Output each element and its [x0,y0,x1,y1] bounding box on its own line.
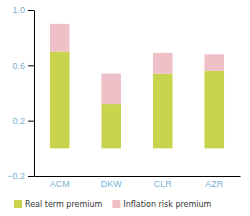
y-tick: −0.2 [7,171,34,181]
y-tick-mark [28,121,34,122]
x-tick: ACM [50,179,70,189]
legend-label: Real term premium [25,200,103,209]
y-tick-mark [28,65,34,66]
series [50,52,224,149]
y-tick-label: 1.0 [12,5,25,15]
x-tick: AZR [205,179,224,189]
y-axis: −0.2 0.2 0.6 1.0 [7,5,34,181]
legend-swatch [14,200,22,208]
bar [101,104,121,148]
y-tick-label: −0.2 [7,171,25,181]
x-tick: CLR [154,179,173,189]
legend-swatch [112,200,120,208]
y-tick-label: 0.6 [12,61,25,71]
y-tick-mark [28,176,34,177]
bar [50,52,70,149]
series [50,24,224,104]
bar [204,54,224,71]
x-tick-label: ACM [50,179,70,189]
bar [153,53,173,74]
legend-item: Real term premium [14,200,103,209]
x-tick-label: AZR [205,179,224,189]
bars [50,24,224,149]
y-axis-line [34,11,35,177]
y-tick: 0.6 [12,61,34,71]
y-tick-mark [28,10,34,11]
x-axis: ACM DKW CLR AZR [35,177,241,190]
y-tick: 0.2 [12,116,34,126]
plot-area: −0.2 0.2 0.6 1.0 ACM DKW CLR AZR [7,5,240,189]
chart: −0.2 0.2 0.6 1.0 ACM DKW CLR AZR Real term premi… [0,0,250,216]
x-tick-label: CLR [154,179,173,189]
x-tick: DKW [101,179,123,189]
bar [153,74,173,149]
legend-label: Inflation risk premium [123,200,211,209]
y-tick-label: 0.2 [12,116,25,126]
y-tick: 1.0 [12,5,34,15]
x-axis-line [35,176,241,177]
x-tick-label: DKW [101,179,123,189]
bar [204,71,224,148]
legend-item: Inflation risk premium [112,200,211,209]
bar [50,24,70,52]
bar [101,74,121,104]
legend: Real term premium Inflation risk premium [14,200,212,209]
